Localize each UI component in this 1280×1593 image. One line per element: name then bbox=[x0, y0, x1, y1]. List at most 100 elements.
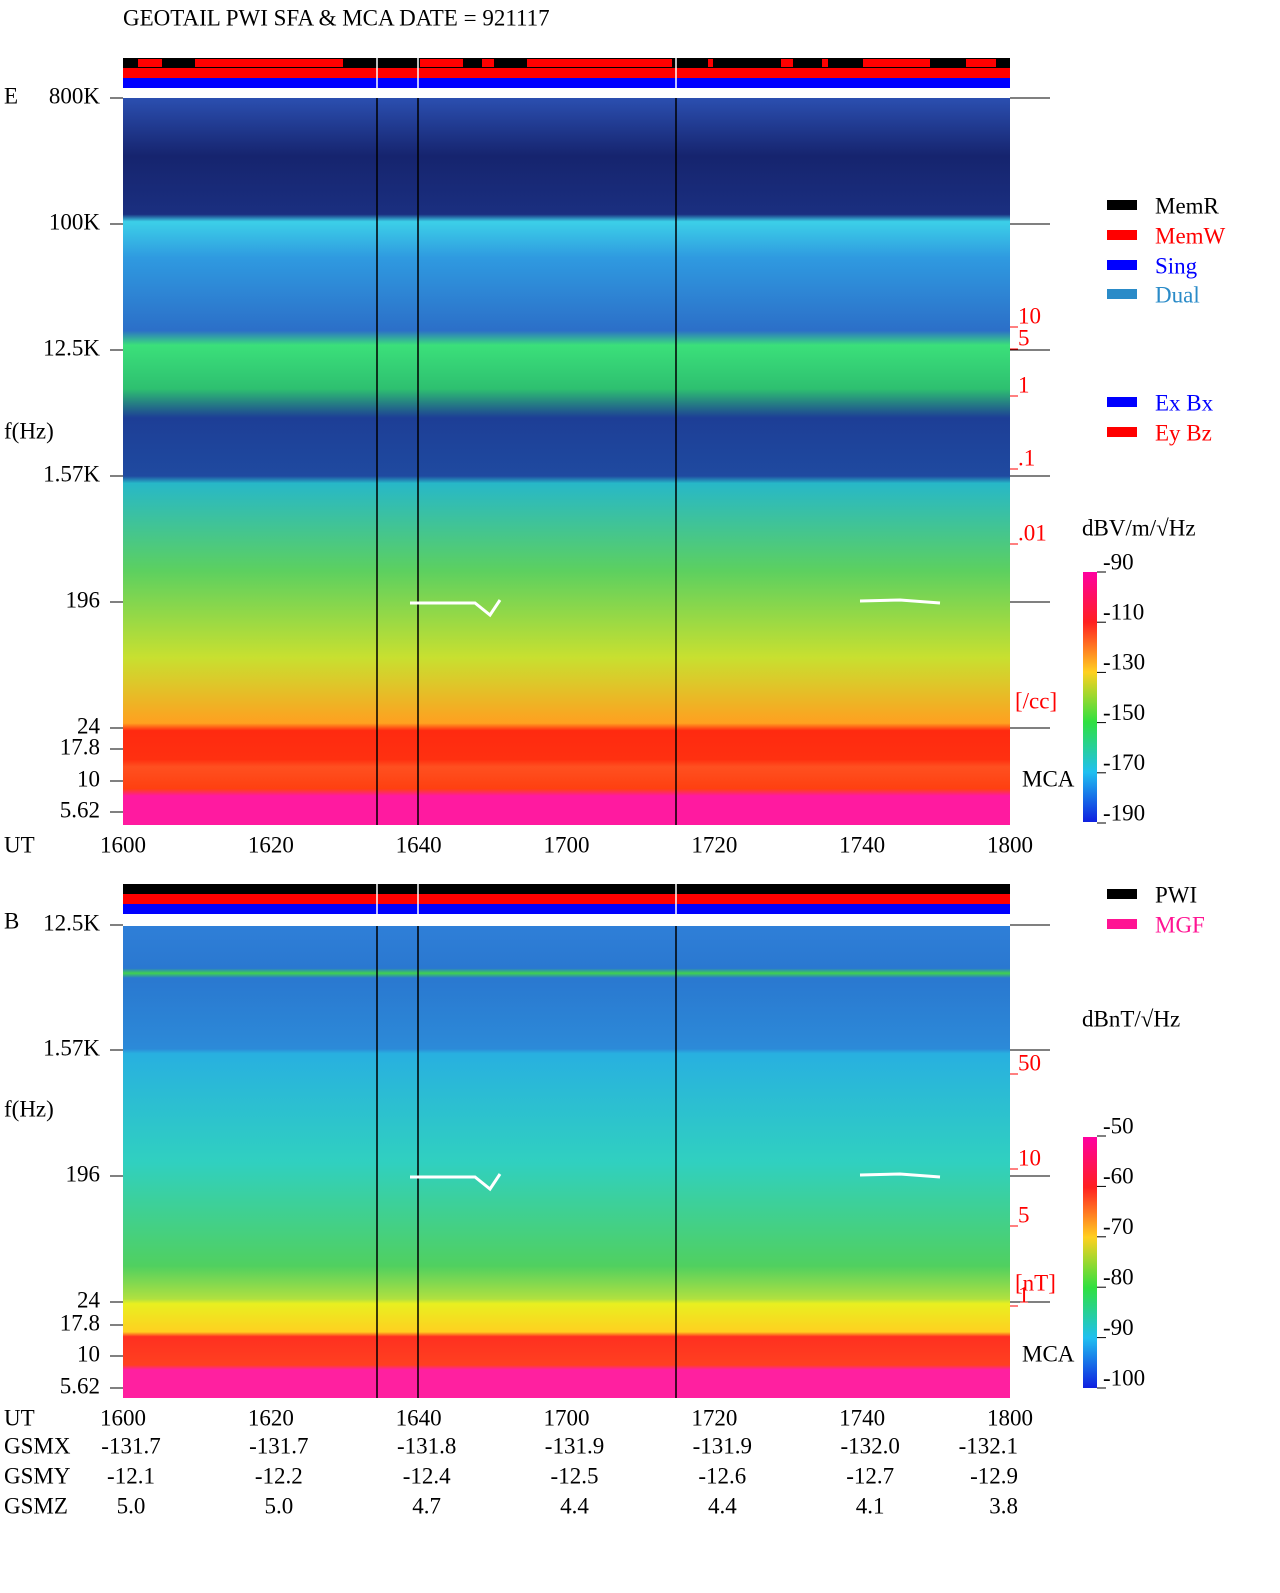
orbit-value: -12.5 bbox=[551, 1463, 599, 1488]
orbit-value: -131.8 bbox=[397, 1433, 456, 1458]
y-tick-label: 5.62 bbox=[60, 1373, 100, 1398]
colorbar-tick-label: -90 bbox=[1103, 1315, 1134, 1340]
plasma-frequency-trace bbox=[410, 1173, 502, 1192]
y-tick-label: 17.8 bbox=[60, 734, 100, 759]
orbit-row-label: GSMX bbox=[4, 1433, 71, 1458]
mca-label: MCA bbox=[1022, 1341, 1075, 1366]
component-label: E bbox=[4, 83, 18, 108]
status-bar bbox=[123, 904, 1010, 914]
orbit-row-label: GSMZ bbox=[4, 1493, 68, 1518]
title: GEOTAIL PWI SFA & MCA DATE = 921117 bbox=[123, 5, 550, 30]
x-tick-label: 1740 bbox=[839, 1405, 885, 1430]
x-axis-label: UT bbox=[4, 832, 35, 857]
right-tick-label: 5 bbox=[1018, 1202, 1030, 1227]
status-segment bbox=[708, 59, 713, 67]
legend-swatch bbox=[1107, 289, 1137, 299]
legend-label: Sing bbox=[1155, 253, 1198, 278]
status-bar bbox=[123, 78, 1010, 88]
y-axis-label: f(Hz) bbox=[4, 418, 54, 443]
legend-label: Ey Bz bbox=[1155, 420, 1212, 445]
mca-label: MCA bbox=[1022, 766, 1075, 791]
colorbar-tick-label: -170 bbox=[1103, 750, 1145, 775]
orbit-value: 4.4 bbox=[560, 1493, 589, 1518]
orbit-value: 5.0 bbox=[117, 1493, 146, 1518]
y-tick-label: 12.5K bbox=[43, 335, 100, 360]
spectrogram bbox=[123, 98, 1010, 825]
legend-swatch bbox=[1107, 889, 1137, 899]
right-tick-label: 1 bbox=[1018, 372, 1030, 397]
component-label: B bbox=[4, 908, 19, 933]
x-axis-label: UT bbox=[4, 1405, 35, 1430]
orbit-value: -12.2 bbox=[255, 1463, 303, 1488]
orbit-value: -131.9 bbox=[693, 1433, 752, 1458]
colorbar-tick-label: -150 bbox=[1103, 700, 1145, 725]
right-unit: [/cc] bbox=[1015, 688, 1057, 713]
colorbar-tick-label: -100 bbox=[1103, 1365, 1145, 1390]
orbit-value: -12.9 bbox=[970, 1463, 1018, 1488]
x-tick-label: 1800 bbox=[987, 832, 1033, 857]
legend-swatch bbox=[1107, 427, 1137, 437]
orbit-value: -132.1 bbox=[959, 1433, 1018, 1458]
legend-label: MemW bbox=[1155, 223, 1226, 248]
orbit-value: -131.9 bbox=[545, 1433, 604, 1458]
right-tick-label: 5 bbox=[1018, 325, 1030, 350]
x-tick-label: 1720 bbox=[691, 1405, 737, 1430]
plasma-frequency-trace bbox=[410, 599, 502, 618]
x-tick-label: 1600 bbox=[100, 832, 146, 857]
y-tick-label: 100K bbox=[49, 209, 101, 234]
legend-swatch bbox=[1107, 397, 1137, 407]
plasma-frequency-trace bbox=[859, 598, 941, 605]
x-tick-label: 1740 bbox=[839, 832, 885, 857]
y-tick-label: 196 bbox=[66, 1161, 101, 1186]
colorbar-tick-label: -90 bbox=[1103, 549, 1134, 574]
status-segment bbox=[527, 59, 672, 67]
legend-label: Dual bbox=[1155, 282, 1200, 307]
plasma-frequency-trace bbox=[859, 1172, 941, 1179]
y-tick-label: 12.5K bbox=[43, 910, 100, 935]
status-segment bbox=[781, 59, 793, 67]
colorbar-tick-label: -80 bbox=[1103, 1264, 1134, 1289]
status-segment bbox=[420, 59, 463, 67]
y-tick-label: 1.57K bbox=[43, 461, 100, 486]
legend-swatch bbox=[1107, 230, 1137, 240]
spectrogram bbox=[123, 926, 1010, 1398]
right-unit: [nT] bbox=[1015, 1270, 1056, 1295]
y-tick-label: 5.62 bbox=[60, 797, 100, 822]
y-tick-label: 800K bbox=[49, 83, 101, 108]
status-segment bbox=[822, 59, 828, 67]
y-tick-label: 1.57K bbox=[43, 1035, 100, 1060]
legend-label: MemR bbox=[1155, 193, 1220, 218]
orbit-value: 4.1 bbox=[856, 1493, 885, 1518]
colorbar-unit: dBnT/√Hz bbox=[1082, 1006, 1180, 1031]
x-tick-label: 1640 bbox=[396, 832, 442, 857]
orbit-value: 4.7 bbox=[412, 1493, 441, 1518]
colorbar-tick-label: -130 bbox=[1103, 650, 1145, 675]
x-tick-label: 1620 bbox=[248, 1405, 294, 1430]
colorbar-tick-label: -110 bbox=[1103, 599, 1144, 624]
orbit-value: -12.1 bbox=[107, 1463, 155, 1488]
legend-label: PWI bbox=[1155, 882, 1197, 907]
orbit-value: 5.0 bbox=[264, 1493, 293, 1518]
y-tick-label: 24 bbox=[77, 713, 101, 738]
status-segment bbox=[966, 59, 996, 67]
colorbar bbox=[1083, 572, 1097, 822]
y-tick-label: 17.8 bbox=[60, 1310, 100, 1335]
orbit-value: 4.4 bbox=[708, 1493, 737, 1518]
orbit-row-label: GSMY bbox=[4, 1463, 71, 1488]
y-tick-label: 10 bbox=[77, 1341, 100, 1366]
right-tick-label: .1 bbox=[1018, 445, 1035, 470]
legend-label: MGF bbox=[1155, 912, 1205, 937]
colorbar bbox=[1083, 1137, 1097, 1388]
legend-swatch bbox=[1107, 260, 1137, 270]
y-tick-label: 24 bbox=[77, 1287, 101, 1312]
legend-swatch bbox=[1107, 919, 1137, 929]
orbit-value: -131.7 bbox=[249, 1433, 308, 1458]
legend-swatch bbox=[1107, 200, 1137, 210]
colorbar-tick-label: -190 bbox=[1103, 800, 1145, 825]
colorbar-unit: dBV/m/√Hz bbox=[1082, 515, 1196, 540]
right-tick-label: .01 bbox=[1018, 520, 1047, 545]
right-tick-label: 1 bbox=[1018, 1282, 1030, 1307]
status-segment bbox=[482, 59, 494, 67]
y-axis-label: f(Hz) bbox=[4, 1096, 54, 1121]
y-tick-label: 10 bbox=[77, 766, 100, 791]
